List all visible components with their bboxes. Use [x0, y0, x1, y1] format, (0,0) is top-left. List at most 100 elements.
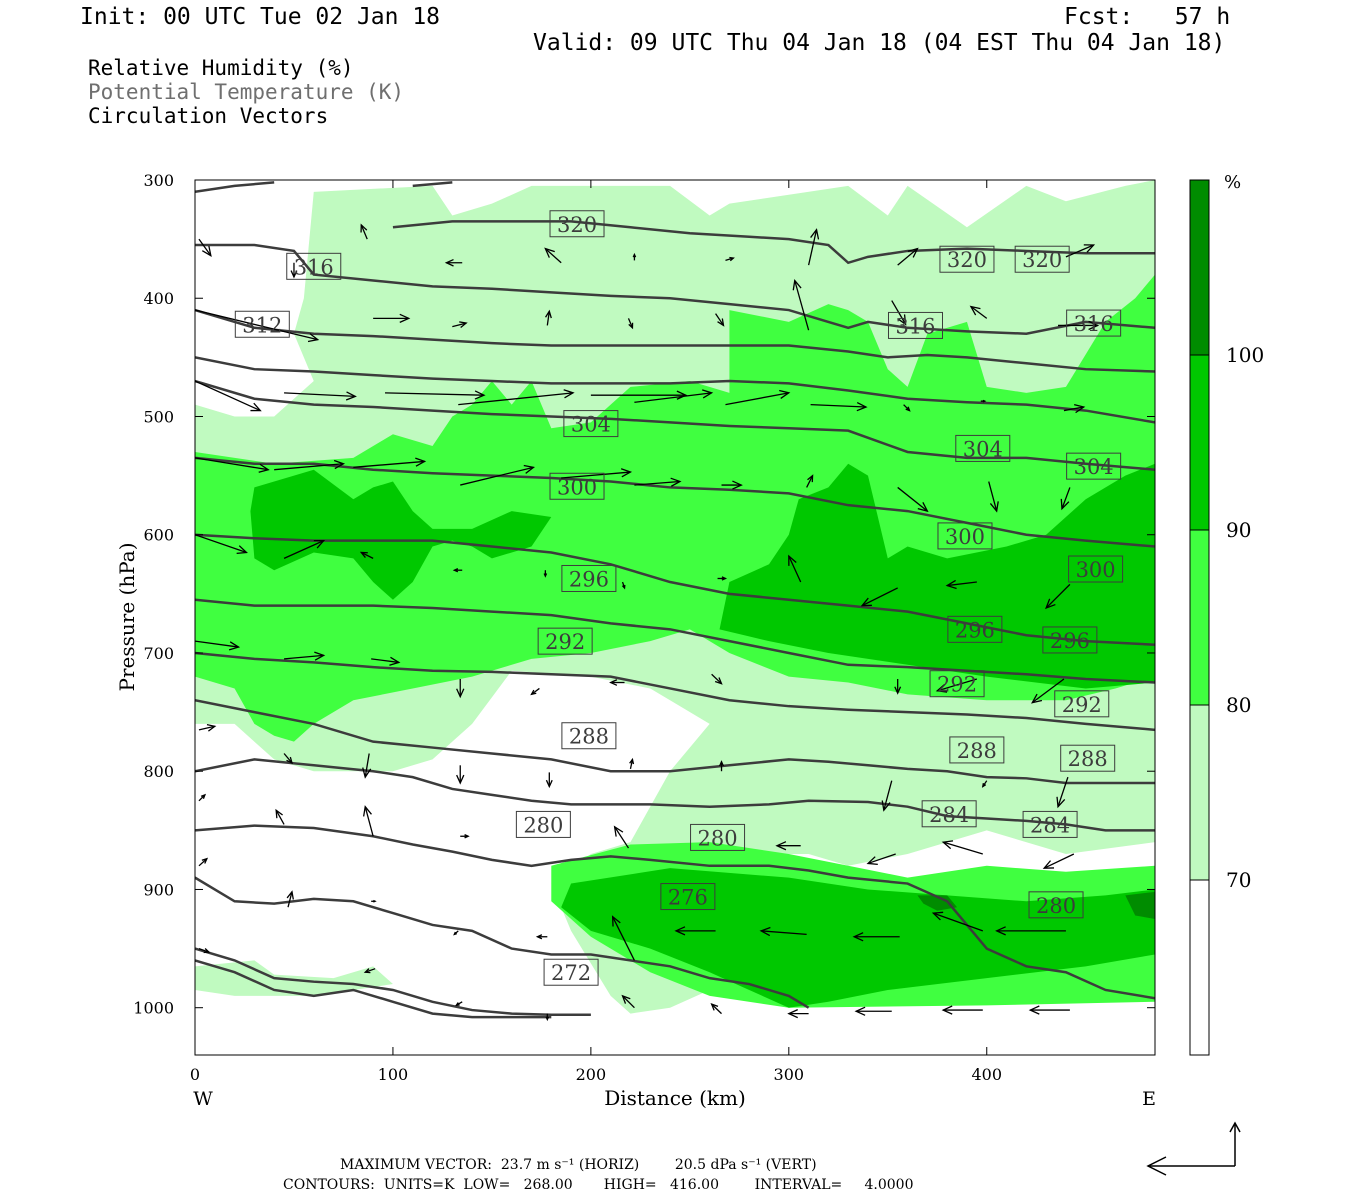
colorbar-segment — [1189, 879, 1210, 1056]
circulation-vector — [195, 640, 241, 651]
circulation-vector — [535, 934, 548, 940]
circulation-vector — [995, 926, 1066, 936]
theta-contour-300 — [195, 533, 1155, 646]
x-tick-label: 400 — [971, 1065, 1002, 1084]
circulation-vector — [788, 554, 802, 583]
contour-label: 300 — [937, 522, 993, 550]
y-tick-label: 700 — [143, 644, 174, 663]
y-tick-label: 400 — [143, 289, 174, 308]
rh-region-100 — [917, 895, 958, 911]
theta-contour-312 — [195, 356, 1155, 424]
circulation-vector — [775, 841, 801, 851]
circulation-vector — [544, 309, 552, 326]
circulation-vector — [725, 256, 735, 262]
contour-label: 304 — [1066, 452, 1122, 480]
contour-label: 288 — [1060, 744, 1116, 772]
circulation-vector — [198, 724, 217, 732]
svg-text:292: 292 — [545, 630, 585, 654]
circulation-vector — [807, 228, 820, 266]
circulation-vector — [371, 899, 377, 903]
contour-label: 284 — [921, 800, 977, 828]
circulation-vector — [283, 539, 326, 559]
circulation-vector — [373, 313, 411, 323]
circulation-vector — [1058, 320, 1100, 331]
circulation-vector — [627, 318, 634, 330]
contour-label: 300 — [1068, 555, 1124, 583]
circulation-vector — [981, 780, 988, 788]
circulation-vector — [711, 673, 723, 685]
circulation-vector — [759, 926, 807, 937]
circulation-vector — [1045, 583, 1071, 610]
circulation-vector — [274, 459, 346, 471]
circulation-vector — [198, 238, 212, 257]
x-axis-title: Distance (km) — [604, 1086, 746, 1110]
contour-label: 288 — [561, 722, 617, 750]
theta-contour-324 — [392, 220, 1155, 265]
circulation-vector — [371, 656, 401, 666]
svg-text:292: 292 — [937, 673, 977, 697]
rh-region-90 — [250, 469, 552, 600]
circulation-vector — [1063, 403, 1086, 414]
circulation-vector — [460, 834, 470, 839]
circulation-vector — [787, 1009, 809, 1019]
svg-text:272: 272 — [551, 961, 591, 985]
y-tick-label: 300 — [143, 171, 174, 190]
circulation-vector — [198, 947, 211, 954]
circulation-vector — [456, 765, 465, 785]
contour-label-layer: 320 320 320 316 316 316 312 304 304 304 300 300 300 2… — [234, 210, 1124, 986]
west-label: W — [193, 1088, 213, 1110]
circulation-vector — [590, 390, 688, 400]
circulation-vector — [611, 915, 636, 961]
circulation-vector — [452, 568, 463, 573]
circulation-vector — [621, 994, 635, 1009]
contour-label: 316 — [1066, 309, 1122, 337]
circulation-vector — [1042, 853, 1075, 869]
circulation-vector — [545, 1013, 550, 1022]
circulation-vector — [854, 1006, 892, 1016]
init-time-label: Init: 00 UTC Tue 02 Jan 18 — [80, 4, 441, 30]
theta-contour-308 — [195, 379, 1155, 471]
east-label: E — [1142, 1088, 1156, 1110]
circulation-vector — [931, 911, 984, 932]
svg-text:276: 276 — [668, 886, 708, 910]
contour-label: 276 — [660, 883, 716, 911]
circulation-vector — [866, 853, 896, 866]
circulation-vector — [452, 321, 468, 328]
svg-text:304: 304 — [571, 413, 611, 437]
circulation-vector — [195, 380, 262, 412]
circulation-vector — [1056, 776, 1069, 809]
svg-text:296: 296 — [569, 567, 609, 591]
svg-text:288: 288 — [1068, 747, 1108, 771]
circulation-vector — [363, 968, 376, 974]
svg-text:284: 284 — [1030, 813, 1070, 837]
circulation-vector — [284, 651, 326, 661]
colorbar-segment — [1189, 179, 1210, 356]
circulation-vector — [195, 309, 320, 343]
circulation-vector — [632, 252, 637, 261]
circulation-vector — [1060, 487, 1071, 511]
theta-contour-272 — [195, 947, 591, 1017]
contour-label: 284 — [1022, 810, 1078, 838]
circulation-vector — [634, 389, 714, 403]
theta-contour-280 — [195, 824, 1155, 1000]
contour-label: 300 — [549, 472, 605, 500]
contour-label: 316 — [286, 252, 342, 280]
circulation-vector — [945, 579, 977, 590]
circulation-vector — [453, 930, 459, 936]
circulation-vector — [359, 551, 374, 559]
field-name-vectors: Circulation Vectors — [88, 104, 329, 128]
svg-text:280: 280 — [523, 813, 563, 837]
circulation-vector — [283, 753, 294, 765]
contour-label: 296 — [1042, 626, 1098, 654]
svg-text:296: 296 — [1050, 629, 1090, 653]
circulation-vector — [530, 687, 540, 696]
contour-label: 320 — [939, 245, 995, 273]
svg-text:280: 280 — [1036, 894, 1076, 918]
svg-text:304: 304 — [1074, 455, 1114, 479]
circulation-vector — [969, 305, 988, 319]
circulation-vector — [385, 390, 486, 400]
circulation-vector — [988, 481, 999, 513]
x-tick-label: 200 — [576, 1065, 607, 1084]
circulation-vector — [454, 1001, 463, 1007]
